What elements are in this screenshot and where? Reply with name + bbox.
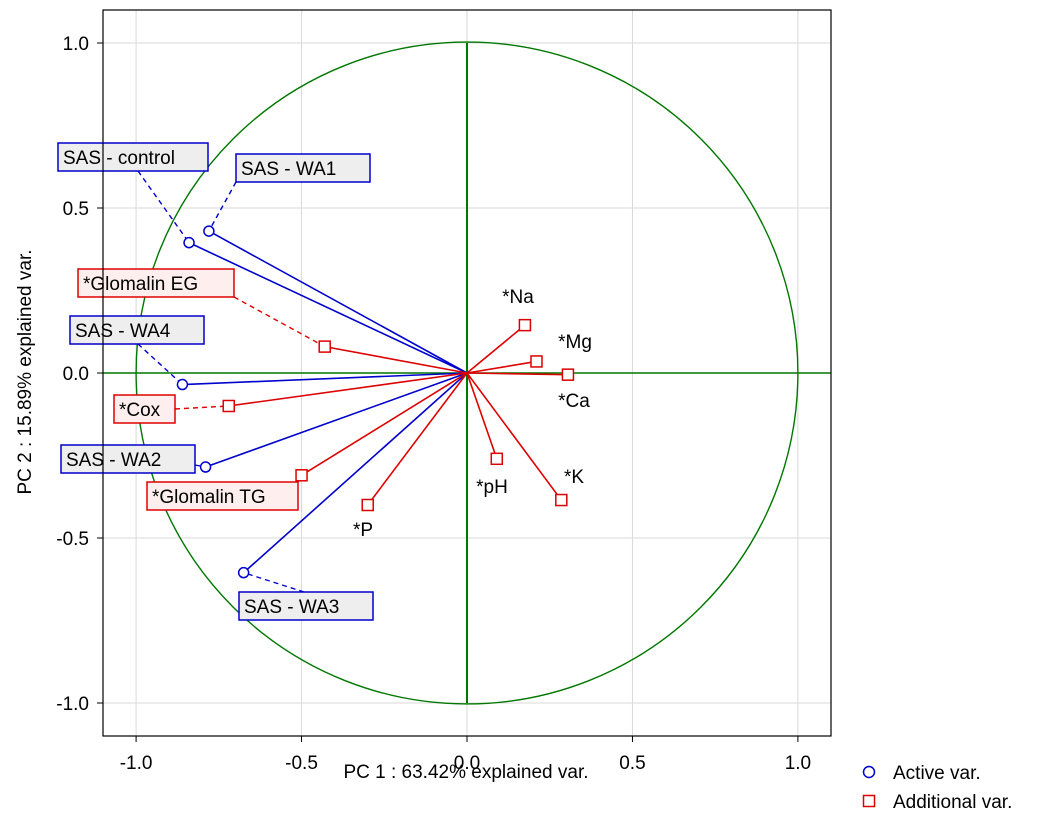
loading-vector [208,230,468,374]
variable-label: SAS - WA3 [244,597,339,618]
variable-label: *Glomalin TG [152,487,266,508]
additional-var-marker [530,355,543,368]
variable-label: SAS - WA4 [75,321,171,342]
variable-label: *K [564,467,584,488]
label-leader-line [208,181,237,232]
loading-vector [466,372,562,501]
additional-var-marker [295,469,308,482]
axes: -1.0 -0.5 0.0 0.5 1.0 1.0 0.5 0.0 -0.5 -1.0 [56,9,832,774]
loading-vector [182,372,468,386]
loading-vector [367,372,468,506]
y-tick-label: -0.5 [56,529,89,550]
loading-vector [205,372,468,468]
variable-markers [176,225,575,579]
active-var-marker [237,566,250,579]
label-leader-line [137,170,190,244]
legend: Active var. Additional var. [862,763,1012,813]
active-var-marker [203,225,215,237]
variable-label: *Cox [119,400,161,421]
label-leader-line [137,343,183,386]
y-tick-label: 1.0 [63,34,89,55]
legend-circle-icon [862,765,876,779]
additional-var-marker [490,452,504,466]
variable-label-box [57,142,209,172]
variable-label-box [60,444,196,474]
variable-label: *pH [476,477,508,498]
active-var-marker [183,236,195,249]
variable-label: *Na [502,287,534,308]
x-tick-label: -0.5 [285,753,318,774]
loading-vector [324,345,468,374]
active-var-marker [176,378,189,391]
loading-vector [466,372,498,460]
variable-label-box [113,394,176,424]
label-leader-line [174,405,229,410]
variable-label: *Mg [558,332,592,353]
variable-label: *P [353,520,373,541]
y-tick-label: 0.0 [63,364,89,385]
loading-vector [243,372,468,574]
variable-label: SAS - WA1 [241,159,336,180]
additional-var-marker [518,318,532,332]
variable-label-box [69,315,205,345]
additional-var-marker [361,498,374,512]
loading-vector [188,241,468,374]
loading-vector [466,360,537,374]
additional-var-marker [222,399,235,413]
label-leader-line [243,571,305,593]
y-tick-label: 0.5 [63,199,89,220]
additional-var-marker [555,493,568,507]
loading-vector [466,372,568,376]
variable-labels: SAS - control SAS - WA1 SAS - WA4 SAS - WA2… [57,142,592,621]
active-var-marker [199,461,212,473]
x-tick-label: 0.0 [454,753,480,774]
y-axis-title: PC 2 : 15.89% explained var. [15,249,36,494]
x-tick-label: 1.0 [785,753,811,774]
variable-label-box [77,268,235,298]
loading-vector [228,372,468,407]
variable-label: *Ca [558,391,590,412]
plot-frame [102,9,832,737]
loading-vector [466,324,526,374]
variable-label-box [235,153,371,183]
x-axis-title: PC 1 : 63.42% explained var. [343,762,588,783]
legend-label-active: Active var. [893,763,981,784]
variable-label-box [238,591,374,621]
variable-label-box [146,481,299,511]
legend-square-icon [862,794,876,808]
additional-var-marker [318,340,331,353]
additional-var-marker [561,368,575,381]
x-tick-label: 0.5 [619,753,645,774]
label-leader-line [233,296,326,348]
variable-label: SAS - control [63,148,175,169]
loading-vector [301,372,468,476]
x-tick-label: -1.0 [120,753,153,774]
loading-vectors [182,230,568,574]
legend-label-additional: Additional var. [893,792,1012,813]
variable-label: SAS - WA2 [66,450,161,471]
variable-label: *Glomalin EG [83,274,198,295]
label-leader-line [194,464,206,468]
y-tick-label: -1.0 [56,694,89,715]
